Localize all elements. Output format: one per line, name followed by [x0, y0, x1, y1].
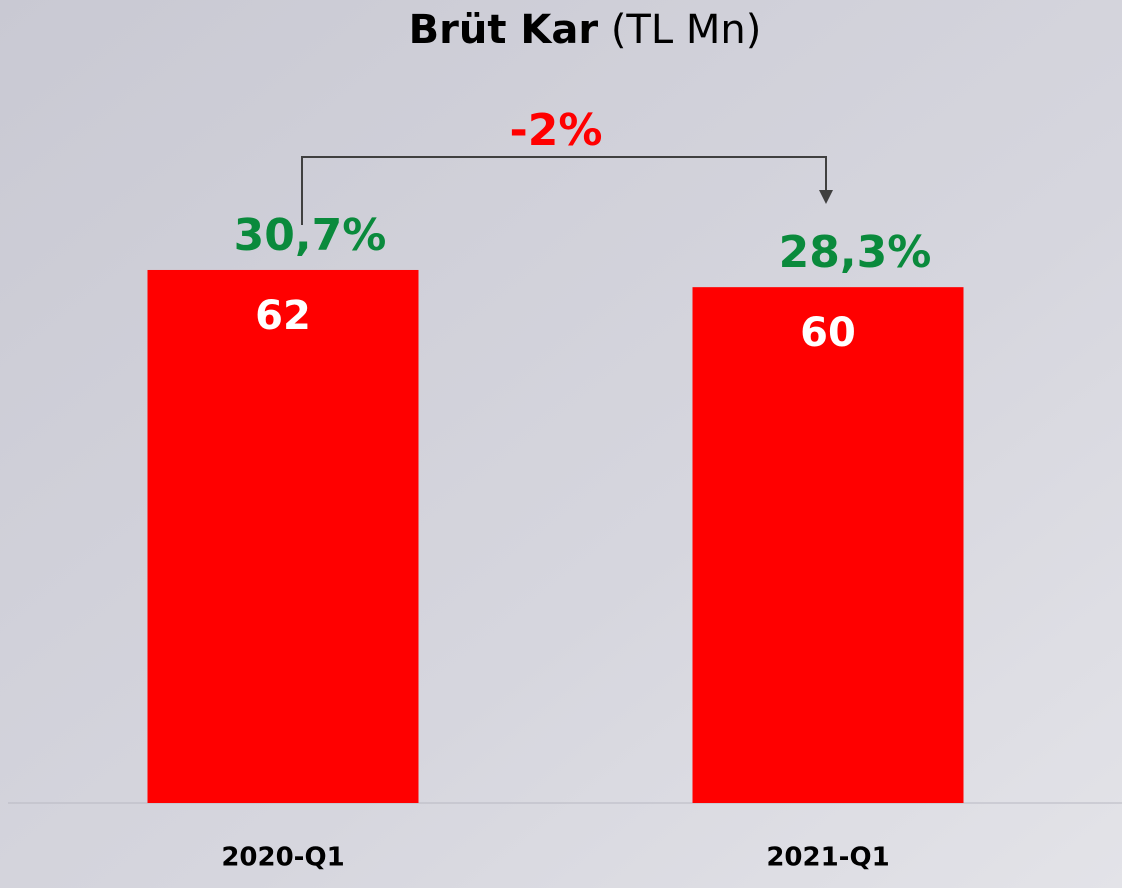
- change-arrowhead: [819, 190, 833, 204]
- x-tick-label: 2020-Q1: [221, 843, 344, 873]
- margin-label: 30,7%: [234, 210, 387, 261]
- change-label: -2%: [510, 105, 603, 156]
- title-unit: (TL Mn): [611, 7, 762, 53]
- value-label: 62: [255, 293, 311, 339]
- change-connector: [301, 156, 827, 225]
- chart-title: Brüt Kar (TL Mn): [409, 7, 762, 53]
- x-tick-label: 2021-Q1: [766, 843, 889, 873]
- bar: [147, 269, 419, 803]
- bar: [692, 287, 964, 804]
- value-label: 60: [800, 310, 856, 356]
- title-main: Brüt Kar: [409, 7, 599, 53]
- margin-label: 28,3%: [779, 227, 932, 278]
